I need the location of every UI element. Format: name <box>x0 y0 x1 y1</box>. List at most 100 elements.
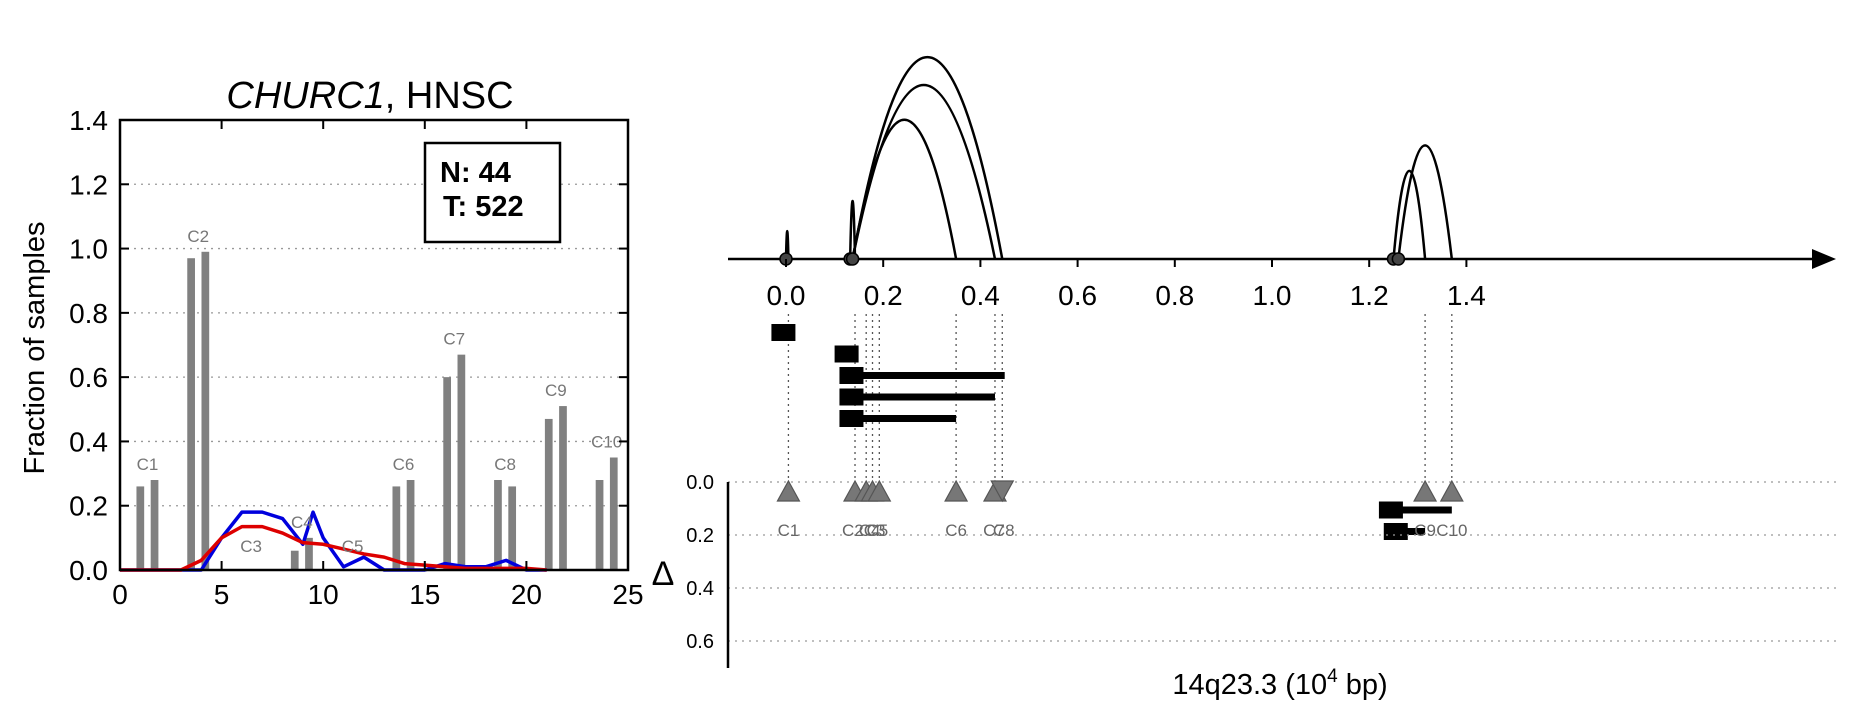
bar <box>544 418 553 570</box>
x-axis-label-exp: 4 <box>1327 666 1338 687</box>
transcript-box <box>1378 501 1403 519</box>
bar-label: C9 <box>545 381 567 400</box>
y-tick-label: 1.4 <box>69 105 108 136</box>
y-axis-label: Fraction of samples <box>19 221 51 474</box>
x-axis-label-main: 14q23.3 (10 <box>1172 669 1327 701</box>
junction-arc <box>851 84 997 260</box>
y-tick-label: 0.8 <box>69 298 108 329</box>
delta-tick-label: 0.4 <box>686 578 714 600</box>
candidate-label: C6 <box>945 521 967 540</box>
bar <box>392 486 401 570</box>
candidate-label: C2C3 <box>842 521 885 540</box>
bar-label: C5 <box>342 537 364 556</box>
genomic-tick-label: 0.2 <box>864 280 903 311</box>
genomic-tick-label: 0.8 <box>1155 280 1194 311</box>
bar-label: C7 <box>443 330 465 349</box>
junction-arc <box>848 200 857 260</box>
candidate-marker <box>944 479 969 502</box>
junction-diagram: 0.0 0.2 0.4 0.6 0.8 1.0 1.2 1.4 0.00.20.40.6 Δ … <box>652 56 1840 701</box>
bar-label: C6 <box>393 455 415 474</box>
y-tick-label: 0.2 <box>69 491 108 522</box>
junction-node <box>1391 252 1406 266</box>
transcript-box <box>839 388 864 406</box>
delta-tick-label: 0.0 <box>686 472 714 494</box>
transcript-box <box>839 367 864 384</box>
candidate-marker <box>990 480 1015 503</box>
junction-arc <box>1392 169 1427 260</box>
genomic-tick-label: 0.0 <box>767 280 806 311</box>
legend: N: 44 T: 522 <box>423 141 562 244</box>
series-line <box>120 524 547 572</box>
candidate-markers <box>776 479 1464 503</box>
candidate-label: C1 <box>778 521 800 540</box>
bar-labels: C1 C2 C3 C4 C5 C6 C7 C8 C9 C10 <box>137 227 623 556</box>
bar-label: C10 <box>591 433 622 452</box>
y-tick-label: 0.0 <box>69 555 108 586</box>
genomic-tick-label: 0.6 <box>1058 280 1097 311</box>
bar <box>609 457 618 570</box>
candidate-label: C4 <box>859 521 881 540</box>
transcript-box <box>839 410 864 427</box>
candidate-label: C7 <box>983 521 1005 540</box>
transcript-line <box>1398 506 1452 514</box>
delta-tick-label: 0.2 <box>686 525 714 547</box>
transcript-box <box>771 324 796 341</box>
bar-label: C2 <box>187 227 209 246</box>
legend-box <box>423 141 562 244</box>
series-lines <box>120 510 547 572</box>
x-tick-label: 5 <box>214 579 230 610</box>
plot-frame <box>118 118 630 572</box>
candidate-marker <box>867 479 892 502</box>
bar <box>406 480 415 570</box>
bar <box>494 480 502 570</box>
x-tick-label: 0 <box>112 579 128 610</box>
bar <box>201 251 210 571</box>
candidate-marker <box>776 479 801 502</box>
bar <box>290 550 299 570</box>
x-tick-label: 25 <box>612 579 643 610</box>
chart-title: CHURC1, HNSC <box>226 75 513 117</box>
candidate-label: C9 <box>1414 521 1436 540</box>
transcript-line <box>1403 528 1426 535</box>
candidate-label: C5 <box>867 521 889 540</box>
bar <box>457 354 466 570</box>
legend-tumor-count: T: 522 <box>443 191 524 223</box>
legend-normal-count: N: 44 <box>440 157 511 189</box>
x-tick-label: 20 <box>511 579 542 610</box>
y-ticks: 0.0 0.2 0.4 0.6 0.8 1.0 1.2 1.4 <box>69 105 628 586</box>
y-tick-label: 0.4 <box>69 426 108 457</box>
bars <box>136 251 618 571</box>
candidate-label: C8 <box>993 521 1015 540</box>
transcript-box <box>834 345 859 363</box>
chart-title-gene: CHURC1 <box>226 75 384 117</box>
bar <box>508 486 517 570</box>
delta-grid <box>728 481 1840 642</box>
bar-label: C3 <box>240 537 262 556</box>
x-axis-label: 14q23.3 (104 bp) <box>1172 666 1387 701</box>
bar <box>559 406 567 570</box>
y-tick-label: 0.6 <box>69 362 108 393</box>
x-ticks: 0 5 10 15 20 25 <box>112 120 644 610</box>
bar-label: C1 <box>137 455 159 474</box>
junction-node <box>845 252 860 266</box>
genomic-tick-label: 0.4 <box>961 280 1000 311</box>
genomic-ticks: 0.0 0.2 0.4 0.6 0.8 1.0 1.2 1.4 <box>767 259 1486 311</box>
genomic-tick-label: 1.4 <box>1447 280 1486 311</box>
transcripts <box>771 324 1452 540</box>
delta-axis-label: Δ <box>652 555 675 593</box>
junction-arc <box>851 56 1004 260</box>
junction-arc <box>1397 144 1454 260</box>
candidate-marker <box>1439 479 1464 502</box>
junction-arc <box>784 230 790 260</box>
delta-ticks: 0.0 0.2 0.4 0.6 <box>686 472 714 653</box>
bar <box>136 486 145 570</box>
guide-lines <box>787 314 1453 490</box>
bar <box>595 480 604 570</box>
transcript-line <box>859 372 1005 379</box>
candidate-label: C10 <box>1436 521 1467 540</box>
transcript-line <box>859 393 995 401</box>
junction-arcs <box>784 56 1454 260</box>
chart-title-cohort: , HNSC <box>385 75 514 117</box>
